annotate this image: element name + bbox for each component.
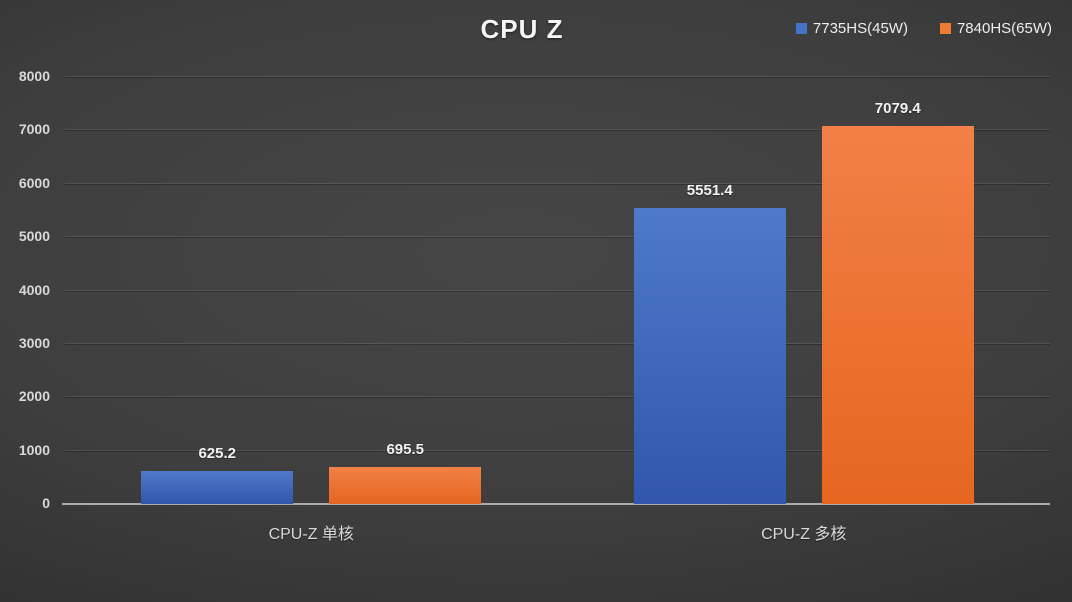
y-axis-tick-label: 0	[42, 495, 50, 511]
bar[interactable]	[633, 207, 786, 504]
gridline	[65, 76, 1050, 77]
chart-title: CPU Z	[480, 14, 564, 44]
gridline	[65, 182, 1050, 184]
y-axis-tick-label: 4000	[18, 281, 50, 298]
gridline	[65, 449, 1050, 451]
legend: 7735HS(45W) 7840HS(65W)	[795, 20, 1052, 37]
bar-value-label: 695.5	[386, 440, 425, 458]
gridline	[65, 342, 1050, 344]
x-axis-line	[62, 503, 1050, 505]
y-axis-tick-label: 8000	[18, 68, 50, 84]
gridline	[65, 129, 1050, 131]
legend-swatch-icon	[795, 23, 807, 34]
bar-value-label: 7079.4	[874, 100, 921, 118]
y-axis-tick-label: 1000	[18, 441, 50, 458]
bar-value-label: 5551.4	[686, 181, 733, 199]
legend-label: 7840HS(65W)	[956, 20, 1052, 37]
legend-item[interactable]: 7840HS(65W)	[939, 20, 1052, 37]
legend-item[interactable]: 7735HS(45W)	[795, 20, 908, 37]
gridline	[65, 289, 1050, 291]
x-axis-category-label: CPU-Z 多核	[761, 526, 847, 543]
x-axis-category-label: CPU-Z 单核	[268, 526, 354, 543]
y-axis-tick-label: 2000	[18, 388, 50, 405]
y-axis-tick-label: 7000	[18, 121, 50, 138]
y-axis-tick-label: 5000	[18, 228, 50, 245]
y-axis-tick-label: 3000	[18, 334, 50, 351]
bar[interactable]	[329, 466, 482, 504]
y-axis-tick-label: 6000	[18, 174, 50, 191]
legend-label: 7735HS(45W)	[812, 20, 908, 37]
gridline	[65, 396, 1050, 398]
legend-swatch-icon	[939, 23, 951, 34]
bar[interactable]	[141, 470, 294, 504]
gridline	[65, 236, 1050, 238]
bar[interactable]	[821, 126, 974, 504]
bar-value-label: 625.2	[198, 444, 237, 462]
